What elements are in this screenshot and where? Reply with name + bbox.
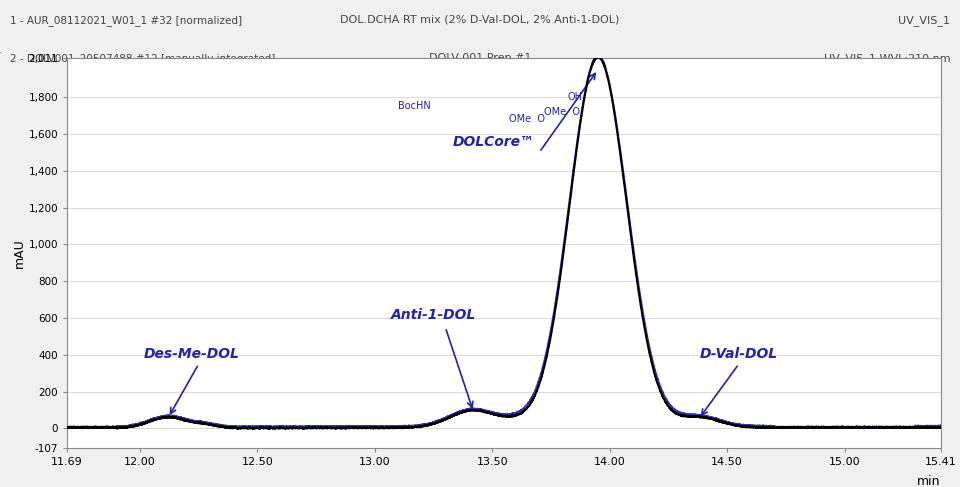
Text: 2 - DOLV001_20507488 #12 [manually integrated]: 2 - DOLV001_20507488 #12 [manually integ… [10,53,275,63]
Text: 2,011: 2,011 [0,44,2,55]
Text: UV_VIS_1 WVL:210 nm: UV_VIS_1 WVL:210 nm [824,53,950,63]
Text: Anti-1-DOL: Anti-1-DOL [391,308,476,322]
Text: DOLV-001 Prep #1: DOLV-001 Prep #1 [429,53,531,63]
Text: BocHN: BocHN [398,101,431,112]
Text: UV_VIS_1: UV_VIS_1 [899,15,950,25]
Text: Des-Me-DOL: Des-Me-DOL [144,347,240,361]
Text: OH: OH [567,92,583,102]
Text: DOLCore™: DOLCore™ [453,135,535,149]
Y-axis label: mAU: mAU [12,238,26,268]
Text: DOL.DCHA RT mix (2% D-Val-DOL, 2% Anti-1-DOL): DOL.DCHA RT mix (2% D-Val-DOL, 2% Anti-1… [340,15,620,25]
X-axis label: min: min [918,475,941,487]
Text: OMe  O: OMe O [544,107,580,117]
Text: 1 - AUR_08112021_W01_1 #32 [normalized]: 1 - AUR_08112021_W01_1 #32 [normalized] [10,15,242,25]
Text: D-Val-DOL: D-Val-DOL [700,347,778,361]
Text: OMe  O: OMe O [509,114,544,124]
